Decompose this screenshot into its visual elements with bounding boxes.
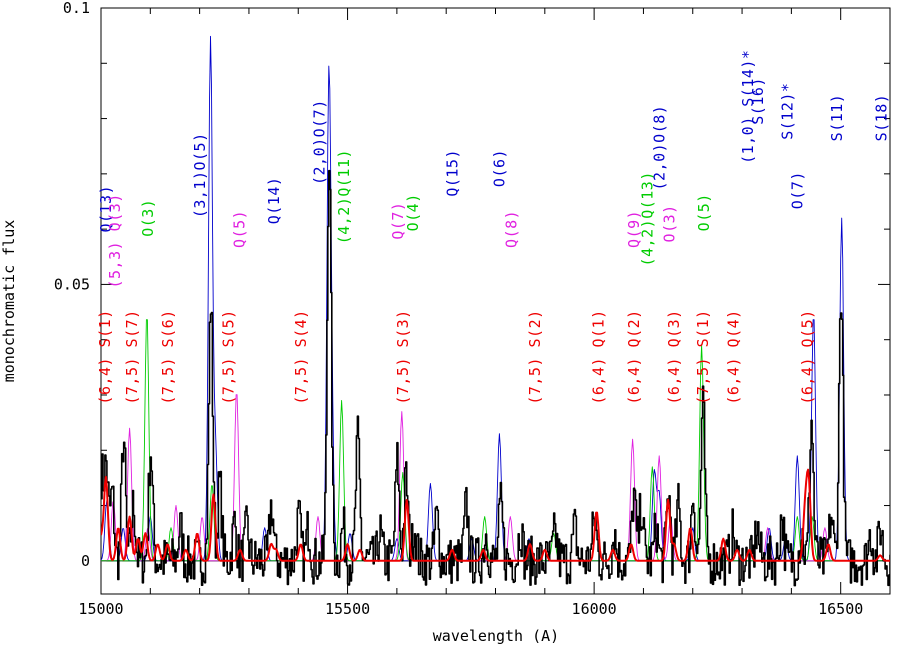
line-id-label: O(6)	[491, 149, 509, 187]
line-id-label: O(3)	[660, 204, 678, 242]
line-id-label: Q(15)	[443, 149, 461, 197]
line-id-label: (6,4) Q(5)	[798, 309, 816, 404]
line-id-label: Q(8)	[503, 210, 521, 248]
line-id-label: (4,2)Q(11)	[335, 149, 353, 244]
line-id-label: Q(9)	[625, 210, 643, 248]
line-id-label: Q(5)	[230, 210, 248, 248]
plot-frame	[100, 7, 891, 595]
line-id-label: (6,4) Q(2)	[625, 309, 643, 404]
axis-ticks	[100, 7, 891, 594]
y-tick-label: 0	[81, 552, 90, 570]
line-id-label: (7,5) S(3)	[394, 309, 412, 404]
line-id-label: (2,0)O(7)	[310, 99, 328, 185]
y-tick-label: 0.1	[63, 0, 90, 17]
line-id-label: (1,0) S(14)*	[739, 50, 757, 164]
line-id-label: (7,5) S(1)	[694, 309, 712, 404]
line-id-label: (6,4) S(1)	[96, 309, 114, 404]
series-line-blue	[101, 35, 890, 562]
x-tick-label: 16000	[572, 600, 617, 618]
line-id-label: (6,4) Q(1)	[589, 309, 607, 404]
series-layer	[101, 35, 890, 587]
y-axis-title: monochromatic flux	[0, 220, 18, 383]
x-tick-label: 15000	[78, 600, 123, 618]
line-id-label: S(12)*	[779, 83, 797, 140]
line-id-label: (3,1)O(5)	[191, 132, 209, 218]
line-id-label: O(3)	[139, 199, 157, 237]
x-axis-title: wavelength (A)	[433, 627, 559, 645]
line-id-label: (2,0)O(8)	[650, 105, 668, 191]
line-id-label: O(5)	[695, 193, 713, 231]
line-id-label: (6,4) Q(4)	[724, 309, 742, 404]
line-id-label: (6,4) Q(3)	[665, 309, 683, 404]
y-tick-label: 0.05	[54, 275, 90, 293]
x-tick-label: 16500	[818, 600, 863, 618]
line-id-label: S(18)	[872, 94, 890, 142]
line-id-label: (7,5) S(4)	[292, 309, 310, 404]
x-tick-label: 15500	[325, 600, 370, 618]
line-id-label: Q(7)	[389, 202, 407, 240]
line-id-label: Q(13)	[97, 185, 115, 233]
line-id-label: (4,2)Q(13)	[639, 171, 657, 266]
line-id-label: Q(14)	[265, 177, 283, 225]
line-id-label: (7,5) S(5)	[219, 309, 237, 404]
line-id-label: O(7)	[789, 171, 807, 209]
line-id-label: S(11)	[828, 94, 846, 142]
series-line-red	[101, 468, 890, 562]
series-line-observed	[101, 169, 890, 587]
line-id-label: (7,5) S(6)	[159, 309, 177, 404]
line-id-label: O(4)	[404, 193, 422, 231]
line-id-label: (7,5) S(2)	[526, 309, 544, 404]
tick-labels: 15000 15500 16000 16500 0 0.05 0.1	[54, 0, 863, 618]
line-id-label: (5,3) Q(3)	[106, 193, 124, 288]
line-id-label: (7,5) S(7)	[123, 309, 141, 404]
annotation-layer: Q(13)(5,3) Q(3) O(3) (3,1)O(5) Q(5) Q(14) (2,…	[96, 50, 890, 405]
line-id-label: S(16)	[749, 77, 767, 125]
